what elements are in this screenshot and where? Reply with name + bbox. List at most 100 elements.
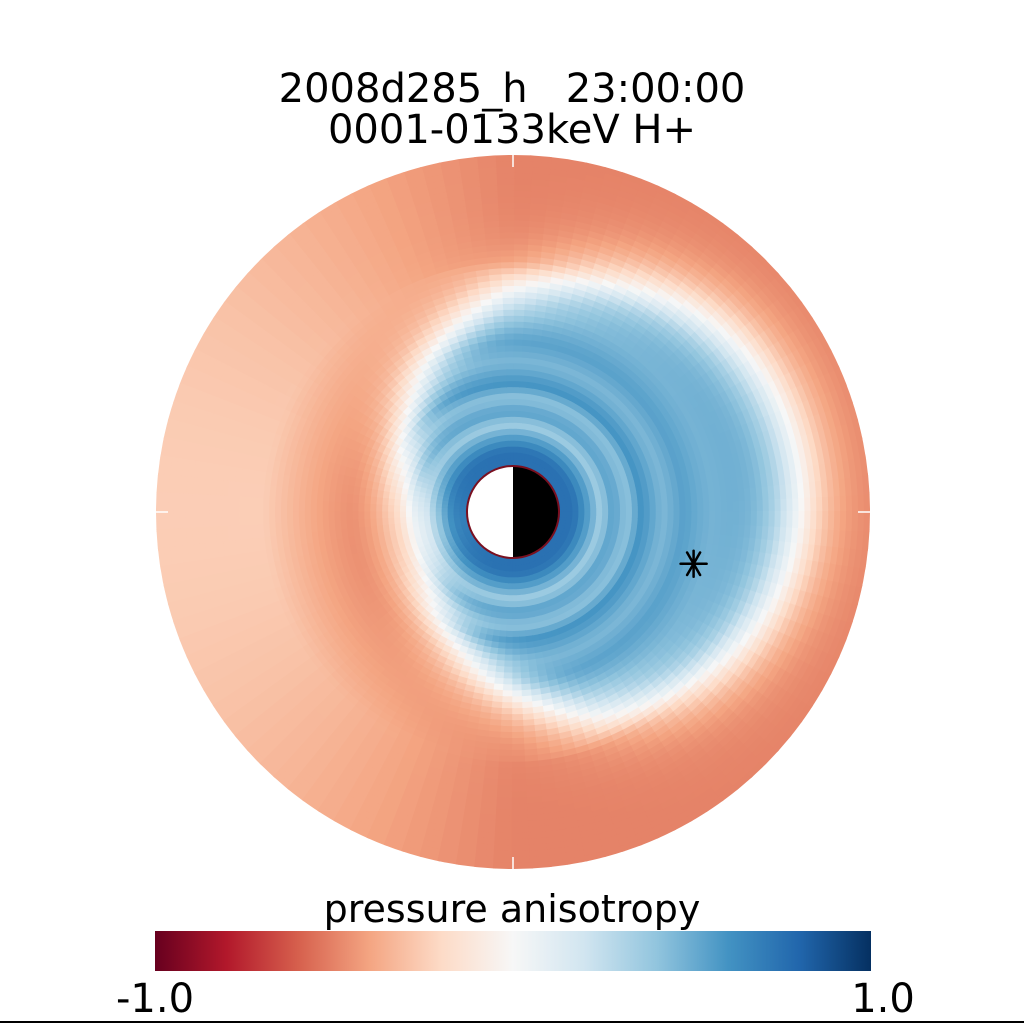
heatmap-cell [512, 338, 523, 346]
heatmap-cell [417, 506, 424, 513]
heatmap-cell [393, 505, 401, 513]
heatmap-cell [292, 511, 300, 525]
heatmap-cell [423, 506, 430, 513]
heatmap-cell [452, 508, 460, 513]
heatmap-cell [512, 315, 525, 322]
heatmap-cell [507, 595, 514, 602]
heatmap-cell [512, 344, 523, 352]
heatmap-cell [679, 511, 687, 522]
heatmap-cell [512, 451, 517, 459]
heatmap-cell [505, 630, 514, 638]
heatmap-cell [512, 434, 518, 441]
heatmap-cell [500, 719, 514, 727]
heatmap-cell [685, 511, 693, 523]
heatmap-cell [274, 498, 282, 513]
heatmap-cell [512, 356, 522, 364]
heatmap-cell [499, 749, 514, 757]
heatmap-cell [512, 392, 520, 400]
heatmap-cell [508, 577, 514, 584]
heatmap-cell [274, 511, 282, 526]
heatmap-cell [429, 507, 436, 513]
heatmap-cell [500, 291, 514, 299]
heatmap-cell [501, 714, 514, 721]
heatmap-cell [720, 511, 728, 525]
heatmap-cell [512, 380, 521, 388]
heatmap-cell [584, 511, 591, 517]
plot-title-line1: 2008d285_h 23:00:00 [279, 66, 746, 112]
heatmap-cell [345, 502, 353, 513]
heatmap-cell [512, 261, 528, 269]
heatmap-cell [596, 511, 603, 518]
heatmap-cell [512, 297, 526, 305]
heatmap-cell [375, 504, 383, 513]
heatmap-cell [502, 696, 514, 703]
heatmap-cell [322, 501, 329, 513]
heatmap-cell [405, 505, 412, 513]
heatmap-cell [726, 511, 734, 525]
heatmap-cell [744, 498, 752, 513]
heatmap-cell [703, 511, 710, 524]
heatmap-cell [502, 690, 514, 697]
heatmap-cell [673, 511, 681, 522]
heatmap-cell [590, 511, 597, 517]
heatmap-cell [566, 511, 574, 516]
heatmap-cell [625, 511, 633, 519]
heatmap-cell [512, 279, 527, 287]
heatmap-cell [504, 648, 514, 656]
heatmap-cell [643, 511, 651, 520]
heatmap-cell [503, 666, 514, 674]
heatmap-cell [637, 511, 645, 520]
heatmap-cell [262, 497, 270, 513]
heatmap-cell [738, 511, 746, 526]
heatmap-cell [750, 511, 758, 526]
heatmap-cell [286, 499, 294, 513]
heatmap-cell [512, 267, 527, 275]
heatmap-cell [399, 505, 407, 513]
heatmap-cell [655, 511, 663, 521]
heatmap-cell [262, 511, 270, 527]
heatmap-cell [512, 332, 524, 340]
heatmap-cell [328, 501, 335, 513]
heatmap-cell [447, 508, 454, 513]
heatmap-cell [280, 498, 288, 513]
heatmap-cell [508, 589, 514, 596]
heatmap-cell [512, 457, 517, 465]
plot-title-line2: 0001-0133keV H+ [328, 107, 696, 153]
heatmap-cell [649, 511, 657, 521]
heatmap-cell [500, 725, 514, 733]
heatmap-cell [512, 428, 518, 435]
heatmap-cell [512, 291, 526, 299]
heatmap-cell [512, 386, 521, 394]
heatmap-cell [506, 613, 514, 620]
heatmap-cell [726, 499, 734, 513]
heatmap-cell [504, 654, 514, 662]
heatmap-cell [339, 502, 347, 513]
heatmap-cell [363, 503, 371, 513]
heatmap-cell [505, 642, 514, 650]
heatmap-cell [619, 511, 627, 519]
heatmap-cell [667, 511, 675, 522]
heatmap-cell [501, 702, 514, 709]
heatmap-cell [499, 737, 514, 745]
heatmap-cell [351, 502, 359, 513]
heatmap-cell [506, 618, 514, 626]
heatmap-cell [333, 501, 341, 513]
heatmap-cell [512, 309, 525, 316]
anisotropy-heatmap [156, 155, 870, 869]
heatmap-cell [512, 374, 521, 382]
heatmap-cell [691, 511, 698, 523]
heatmap-cell [661, 511, 669, 521]
heatmap-cell [512, 303, 525, 310]
heatmap-cell [387, 504, 395, 513]
heatmap-cell [504, 660, 514, 668]
heatmap-cell [744, 511, 752, 526]
heatmap-cell [715, 511, 722, 524]
heatmap-cell [458, 508, 466, 513]
heatmap-cell [560, 511, 568, 516]
heatmap-cell [608, 511, 615, 518]
heatmap-cell [507, 607, 514, 614]
heatmap-cell [316, 500, 323, 513]
heatmap-cell [369, 503, 377, 513]
heatmap-cell [512, 368, 522, 376]
heatmap-cell [381, 504, 389, 513]
